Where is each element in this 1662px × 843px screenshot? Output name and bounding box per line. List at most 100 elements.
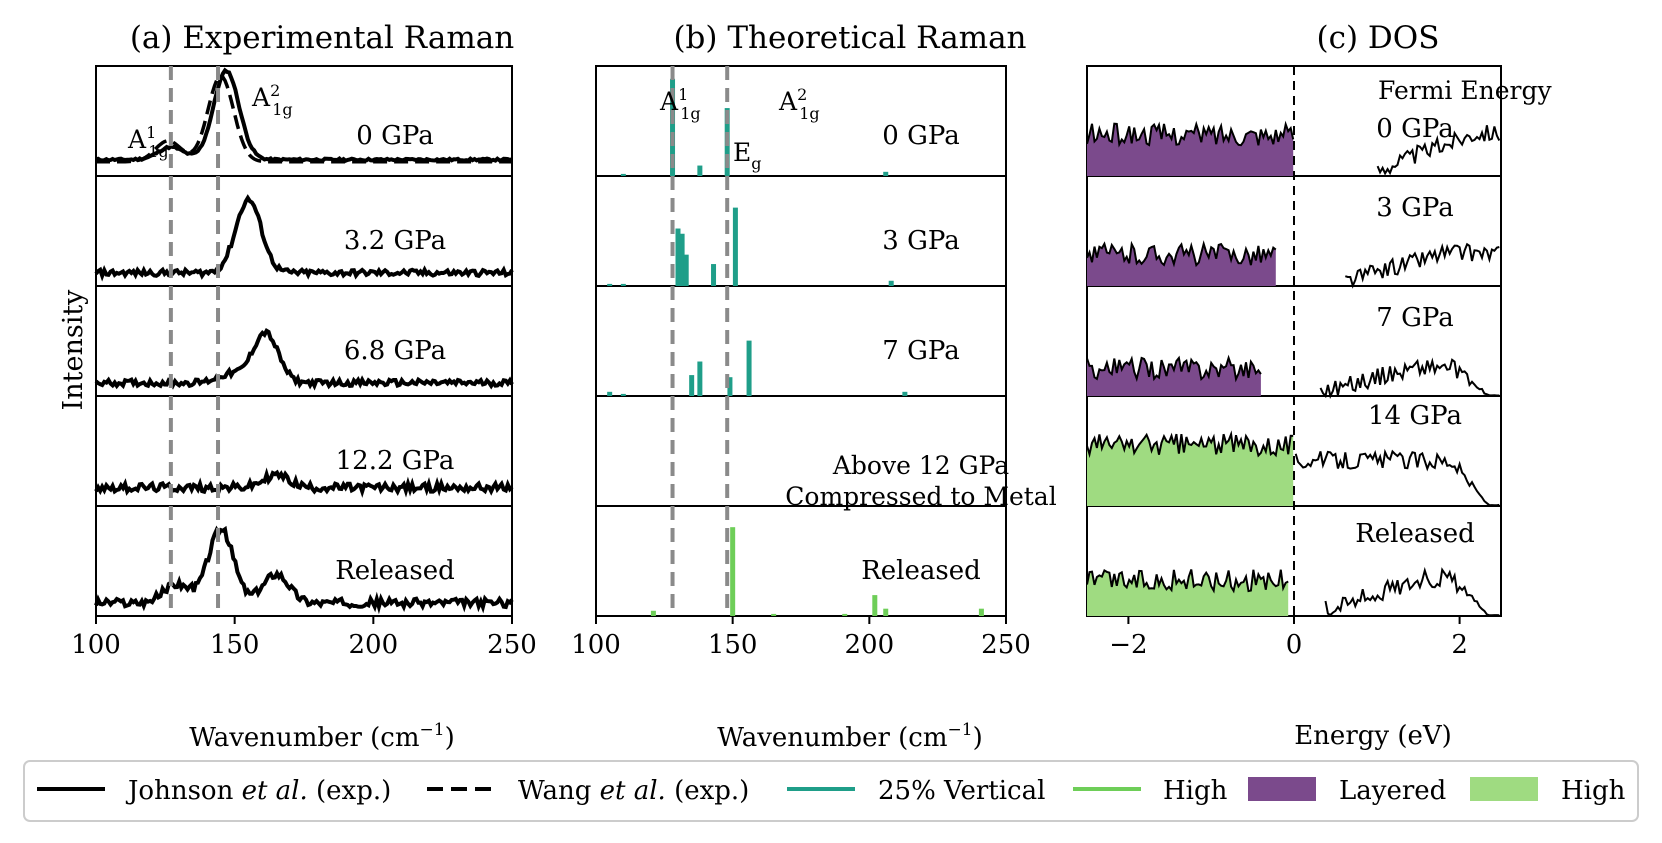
legend-wang-label: Wang et al. (exp.): [518, 776, 749, 806]
raman-mode-bar: [883, 608, 889, 616]
raman-mode-bar: [670, 78, 676, 176]
dos-unoccupied-line: [1344, 242, 1500, 289]
johnson-series-line: [94, 525, 514, 615]
panel-b-x-axis-label: Wavenumber (cm−1): [717, 720, 983, 753]
johnson-series-line: [94, 327, 514, 391]
panel-a-x-axis-label: Wavenumber (cm−1): [189, 720, 455, 753]
raman-mode-bar: [697, 165, 703, 176]
raman-mode-bar: [730, 527, 736, 616]
panel-b-row-label: 7 GPa: [882, 336, 959, 366]
panel-c-x-axis-label: Energy (eV): [1294, 721, 1452, 751]
metal-note-line-2: Compressed to Metal: [785, 482, 1056, 511]
panel-a-row-frame: [95, 505, 513, 617]
legend-high-fill-swatch: [1470, 777, 1538, 801]
panel-b-title: (b) Theoretical Raman: [673, 20, 1026, 56]
panel-c-row-label: Released: [1355, 519, 1475, 549]
panel-b-x-tick-label: 150: [708, 630, 758, 660]
dos-occupied-area: [1087, 123, 1294, 176]
panel-a-title: (a) Experimental Raman: [130, 20, 514, 56]
panel-a-x-tick-label: 150: [210, 630, 260, 660]
fermi-energy-label: Fermi Energy: [1378, 76, 1552, 105]
raman-mode-bar: [727, 377, 733, 396]
johnson-series-line: [94, 467, 514, 498]
panel-c-x-tick-label: 2: [1451, 630, 1468, 660]
legend: Johnson et al. (exp.) Wang et al. (exp.)…: [23, 760, 1639, 822]
panel-b-x-tick-label: 200: [845, 630, 895, 660]
panel-b-row-frame: [595, 505, 1007, 617]
annotation-a1g-2-panel-a: A2 1g: [251, 81, 293, 119]
annotation-a1g-1-panel-b: A1 1g: [659, 85, 701, 123]
metal-note-line-1: Above 12 GPa: [832, 451, 1009, 480]
raman-mode-bar: [620, 393, 626, 396]
dos-occupied-line: [1086, 568, 1289, 594]
panel-b-x-tick-label: 250: [981, 630, 1031, 660]
dos-occupied-area: [1087, 357, 1261, 396]
raman-mode-bar: [620, 283, 626, 286]
legend-high-label: High: [1163, 776, 1228, 806]
panel-a-experimental-raman: 100 150 200 250 0 GPa 3.2 GPa 6.8 GPa 12.2 GPa R…: [71, 65, 537, 660]
raman-mode-bar: [883, 171, 889, 176]
dos-occupied-line: [1086, 120, 1295, 148]
johnson-series-line: [95, 67, 513, 164]
dos-occupied-line: [1086, 240, 1277, 268]
raman-mode-bar: [607, 391, 613, 396]
panel-b-row-label: Released: [861, 556, 981, 586]
dos-unoccupied-line: [1324, 566, 1500, 617]
panel-a-row-label: 6.8 GPa: [344, 336, 446, 366]
panel-a-x-tick-label: 100: [71, 630, 121, 660]
panel-a-row-label: 12.2 GPa: [336, 446, 455, 476]
legend-layered-label: Layered: [1339, 776, 1446, 806]
legend-layered-swatch: [1248, 777, 1316, 801]
dos-unoccupied-line: [1294, 448, 1500, 507]
legend-high-fill-label: High: [1561, 776, 1626, 806]
raman-mode-bar: [620, 173, 626, 176]
annotation-eg-panel-b: Eg: [733, 138, 762, 173]
dos-occupied-area: [1087, 569, 1289, 616]
annotation-a1g-1-panel-a: A1 1g: [127, 123, 169, 161]
panel-a-row-label: Released: [335, 556, 455, 586]
johnson-series-line: [94, 194, 514, 282]
raman-mode-bar: [842, 613, 848, 616]
raman-mode-bar: [771, 613, 777, 616]
dos-occupied-area: [1087, 434, 1294, 506]
dos-unoccupied-line: [1376, 125, 1501, 176]
raman-mode-bar: [697, 361, 703, 396]
panel-a-row-label: 3.2 GPa: [344, 226, 446, 256]
legend-johnson-label: Johnson et al. (exp.): [125, 776, 391, 806]
dos-occupied-line: [1086, 354, 1262, 383]
raman-mode-bar: [675, 228, 681, 286]
panel-c-title: (c) DOS: [1317, 20, 1440, 56]
panel-b-row-label: 0 GPa: [882, 121, 959, 151]
panel-a-x-tick-label: 250: [487, 630, 537, 660]
panel-c-x-tick-label: −2: [1109, 630, 1147, 660]
dos-occupied-line: [1086, 430, 1294, 459]
svg-text:Eg: Eg: [733, 138, 762, 173]
dos-unoccupied-line: [1319, 357, 1500, 399]
raman-mode-bar: [689, 375, 695, 396]
raman-mode-bar: [650, 610, 656, 616]
panel-b-x-tick-label: 100: [571, 630, 621, 660]
legend-vertical-label: 25% Vertical: [878, 776, 1045, 806]
panel-c-row-label: 0 GPa: [1376, 114, 1453, 144]
raman-mode-bar: [746, 340, 752, 396]
panel-c-row-label: 7 GPa: [1376, 303, 1453, 333]
y-axis-label: Intensity: [58, 289, 89, 411]
raman-mode-bar: [902, 391, 908, 396]
panel-b-theoretical-raman: 100 150 200 250 0 GPa 3 GPa 7 GPa Released: [571, 65, 1031, 660]
raman-mode-bar: [732, 207, 738, 286]
panel-c-row-label: 3 GPa: [1376, 193, 1453, 223]
annotation-a1g-2-panel-b: A2 1g: [778, 85, 820, 123]
wang-series-line: [96, 73, 512, 164]
raman-mode-bar: [679, 233, 685, 286]
raman-mode-bar: [711, 264, 717, 286]
raman-mode-bar: [978, 608, 984, 616]
raman-mode-bar: [607, 283, 613, 286]
raman-mode-bar: [888, 280, 894, 286]
panel-c-row-label: 14 GPa: [1368, 401, 1462, 431]
raman-mode-bar: [683, 254, 689, 286]
